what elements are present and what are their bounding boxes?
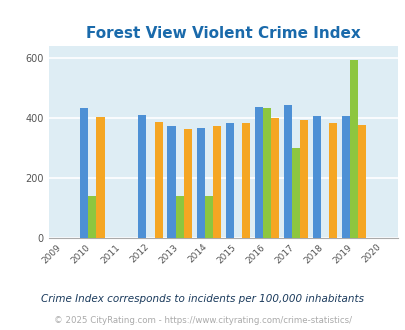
Bar (358, 125, 366, 238)
Bar (80, 108, 88, 238)
Bar (349, 60, 358, 238)
Bar (312, 116, 320, 238)
Bar (183, 129, 192, 238)
Bar (262, 108, 271, 238)
Bar (88, 196, 96, 238)
Bar (283, 105, 291, 238)
Bar (96, 117, 104, 238)
Bar (154, 121, 162, 238)
Bar (254, 107, 262, 238)
Bar (299, 120, 307, 238)
Text: Crime Index corresponds to incidents per 100,000 inhabitants: Crime Index corresponds to incidents per… (41, 294, 364, 304)
Bar (138, 115, 146, 238)
Bar (241, 123, 249, 238)
Text: © 2025 CityRating.com - https://www.cityrating.com/crime-statistics/: © 2025 CityRating.com - https://www.city… (54, 316, 351, 325)
Bar (175, 196, 183, 238)
Bar (212, 126, 220, 238)
Bar (204, 196, 212, 238)
Bar (341, 116, 349, 238)
Bar (167, 126, 175, 238)
Bar (196, 127, 204, 238)
Bar (291, 148, 299, 238)
Bar (225, 123, 233, 238)
Title: Forest View Violent Crime Index: Forest View Violent Crime Index (86, 26, 360, 41)
Bar (271, 118, 279, 238)
Bar (328, 123, 337, 238)
